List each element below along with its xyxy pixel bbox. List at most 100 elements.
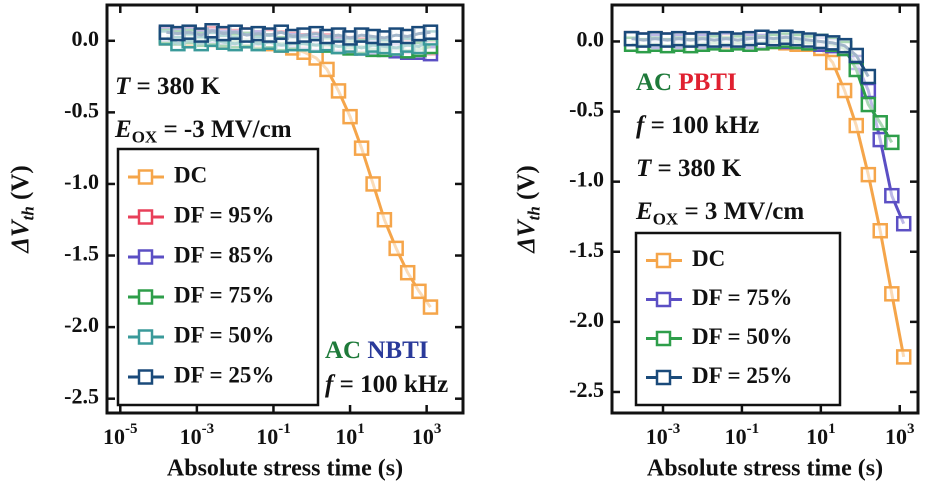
text-part: th xyxy=(524,206,543,220)
tick-base: 10 xyxy=(885,424,907,449)
marker xyxy=(319,61,335,78)
legend-label: DC xyxy=(174,162,207,187)
y-tick-label: 0.0 xyxy=(72,26,100,51)
marker xyxy=(884,134,900,151)
tick-base: 10 xyxy=(335,424,357,449)
marker xyxy=(824,54,841,71)
legend-marker xyxy=(137,249,154,265)
rich-text: AC PBTI xyxy=(636,69,737,96)
tick-exp: 3 xyxy=(907,421,915,437)
text-part: OX xyxy=(132,127,158,146)
tick-base: 10 xyxy=(412,424,434,449)
marker xyxy=(884,286,900,302)
marker xyxy=(376,211,393,228)
marker xyxy=(836,82,853,99)
marker xyxy=(848,47,865,64)
tick-base: 10 xyxy=(725,424,747,449)
y-tick-label: -1.5 xyxy=(569,237,604,262)
text-part: NBTI xyxy=(361,337,428,364)
x-tick-label: 101 xyxy=(335,421,365,449)
plot-frame xyxy=(610,3,920,415)
text-part: = 380 K xyxy=(651,155,741,182)
marker xyxy=(872,115,888,131)
legend-label: DF = 75% xyxy=(174,282,274,307)
text-part: T xyxy=(115,73,132,100)
legend-label: DF = 25% xyxy=(692,363,792,388)
x-tick-label: 10-3 xyxy=(180,421,215,449)
tick-exp: 1 xyxy=(828,421,836,437)
legend-label: DF = 95% xyxy=(174,202,274,227)
legend-marker xyxy=(137,369,154,385)
marker xyxy=(848,117,865,134)
plot-frame xyxy=(105,3,465,415)
rich-text: AC NBTI xyxy=(325,337,429,364)
text-part: OX xyxy=(653,209,679,228)
rich-text: ΔVth (V) xyxy=(513,165,544,254)
marker xyxy=(884,187,900,204)
y-tick-label: -2.0 xyxy=(569,307,604,332)
legend-label: DF = 85% xyxy=(174,242,274,267)
y-tick-label: -1.5 xyxy=(64,241,99,266)
tick-exp: -3 xyxy=(202,421,215,437)
legend-marker xyxy=(655,291,672,308)
x-axis-label: Absolute stress time (s) xyxy=(647,456,883,482)
legend-label: DC xyxy=(692,246,725,271)
legend-label: DF = 50% xyxy=(692,324,792,349)
rich-text: T = 380 K xyxy=(636,155,742,182)
y-tick-label: -0.5 xyxy=(64,97,99,122)
tick-exp: 3 xyxy=(434,421,442,437)
marker xyxy=(422,24,439,40)
marker xyxy=(895,349,912,365)
marker xyxy=(330,83,347,99)
legend-label: DF = 75% xyxy=(692,285,792,310)
tick-exp: -1 xyxy=(278,421,291,437)
x-axis-label: Absolute stress time (s) xyxy=(167,456,403,482)
y-tick-label: 0.0 xyxy=(577,27,605,52)
marker xyxy=(872,222,888,239)
y-tick-label: -2.5 xyxy=(569,377,604,402)
tick-exp: -3 xyxy=(668,421,681,437)
text-part: (V) xyxy=(513,165,540,206)
marker xyxy=(895,215,912,232)
legend-marker xyxy=(655,369,672,386)
x-tick-label: 10-3 xyxy=(646,421,681,449)
text-part: th xyxy=(18,206,37,220)
y-tick-label: -1.0 xyxy=(64,169,99,194)
marker xyxy=(388,240,404,257)
marker xyxy=(422,299,439,315)
marker xyxy=(860,166,877,183)
legend-marker xyxy=(137,169,154,185)
marker xyxy=(860,96,877,113)
y-tick-label: -1.0 xyxy=(569,167,604,192)
text-part: f xyxy=(325,371,336,398)
marker xyxy=(353,140,370,156)
rich-text: ΔVth (V) xyxy=(7,165,38,254)
tick-exp: 1 xyxy=(357,421,365,437)
text-part: ΔV xyxy=(7,218,34,254)
y-tick-label: -2.0 xyxy=(64,312,99,337)
text-part: = 380 K xyxy=(130,73,220,100)
x-tick-label: 101 xyxy=(806,421,836,449)
legend-marker xyxy=(137,329,154,345)
tick-base: 10 xyxy=(180,424,202,449)
tick-exp: -1 xyxy=(747,421,760,437)
x-tick-label: 10-1 xyxy=(256,421,291,449)
tick-base: 10 xyxy=(103,424,125,449)
y-tick-label: -2.5 xyxy=(64,384,99,409)
legend-marker xyxy=(137,209,154,225)
text-part: = 100 kHz xyxy=(644,112,759,139)
tick-base: 10 xyxy=(646,424,668,449)
rich-text: T = 380 K xyxy=(115,73,221,100)
marker xyxy=(765,30,782,47)
y-tick-label: -0.5 xyxy=(569,97,604,122)
rich-text: EOX = 3 MV/cm xyxy=(635,198,804,229)
text-part: f xyxy=(636,112,647,139)
tick-exp: -5 xyxy=(125,421,138,437)
x-tick-label: 10-5 xyxy=(103,421,138,449)
x-tick-label: 103 xyxy=(885,421,915,449)
text-part: ΔV xyxy=(513,218,540,254)
text-part: AC xyxy=(325,337,361,364)
marker xyxy=(342,108,358,125)
text-part: (V) xyxy=(7,165,34,206)
